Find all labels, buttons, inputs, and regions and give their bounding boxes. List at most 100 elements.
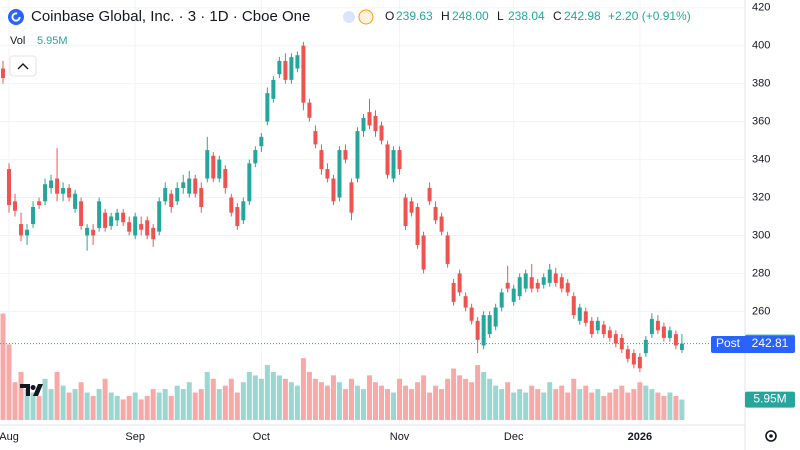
volume-bar bbox=[354, 385, 360, 420]
volume-bar bbox=[222, 385, 228, 420]
candle-body bbox=[223, 169, 228, 189]
axes: 260 280 300 320 340 360 380 400 420 Aug Sep Oct Nov D… bbox=[0, 2, 770, 443]
candle-body bbox=[13, 201, 18, 211]
candle-body bbox=[667, 330, 672, 338]
gear-center bbox=[769, 434, 773, 438]
candle-body bbox=[259, 136, 264, 147]
volume-bar bbox=[312, 378, 318, 420]
candle-body bbox=[55, 178, 60, 194]
candle-body bbox=[601, 324, 606, 335]
volume-bar bbox=[517, 389, 523, 420]
collapse-button[interactable] bbox=[9, 55, 37, 77]
candle-body bbox=[541, 277, 546, 285]
candle-body bbox=[325, 169, 330, 179]
ohlc-legend: O 239.63 H 248.00 L 238.04 C 242.98 +2.20 (+0.91… bbox=[385, 9, 691, 23]
volume-title: Vol bbox=[10, 35, 25, 47]
volume-bar bbox=[258, 378, 264, 420]
candle-body bbox=[271, 79, 276, 99]
candle-body bbox=[205, 150, 210, 179]
gear-icon[interactable] bbox=[765, 430, 777, 442]
volume-bar bbox=[36, 395, 42, 420]
candle-body bbox=[673, 334, 678, 346]
volume-bar bbox=[126, 395, 132, 420]
tv-logo bbox=[20, 384, 43, 396]
volume-bar bbox=[300, 358, 306, 420]
candle-body bbox=[25, 229, 30, 236]
candle-body bbox=[499, 292, 504, 308]
candle-body bbox=[157, 201, 162, 232]
candle-body bbox=[385, 144, 390, 175]
settings[interactable] bbox=[765, 430, 777, 442]
volume-bar bbox=[228, 378, 234, 420]
volume-bar bbox=[565, 392, 571, 420]
candle-body bbox=[535, 282, 540, 289]
volume-bar bbox=[348, 378, 354, 420]
x-tick-label: Aug bbox=[0, 431, 19, 443]
volume-bar bbox=[330, 375, 336, 420]
volume-bar bbox=[529, 385, 535, 420]
y-tick-label: 320 bbox=[752, 191, 770, 203]
candle-body bbox=[211, 155, 216, 179]
candle-body bbox=[415, 206, 420, 245]
flag-c[interactable] bbox=[343, 11, 355, 23]
candle-body bbox=[607, 330, 612, 338]
volume-bar bbox=[180, 389, 186, 420]
volume-bar bbox=[192, 392, 198, 420]
candle-body bbox=[493, 307, 498, 327]
volume-bar bbox=[240, 382, 246, 420]
candle-body bbox=[511, 288, 516, 302]
volume-bar bbox=[379, 385, 385, 420]
volume-bar bbox=[270, 371, 276, 420]
volume-bar bbox=[336, 382, 342, 420]
candles bbox=[1, 41, 684, 373]
volume-bar bbox=[499, 389, 505, 420]
volume-bar bbox=[451, 368, 457, 420]
volume-bar bbox=[216, 389, 222, 420]
volume-bar bbox=[667, 392, 673, 420]
volume-bar bbox=[66, 392, 72, 420]
candle-body bbox=[517, 277, 522, 297]
volume-bar bbox=[366, 375, 372, 420]
post-box bbox=[711, 335, 795, 353]
volume-bar bbox=[637, 382, 643, 420]
ohlc-key: H bbox=[441, 9, 450, 23]
volume-bar bbox=[60, 385, 66, 420]
candle-body bbox=[661, 326, 666, 338]
candle-body bbox=[475, 320, 480, 340]
candle-body bbox=[337, 150, 342, 198]
y-tick-label: 420 bbox=[752, 2, 770, 14]
volume-bar bbox=[619, 385, 625, 420]
candle-body bbox=[391, 150, 396, 179]
volume-bar bbox=[427, 392, 433, 420]
flag-d[interactable] bbox=[358, 9, 374, 25]
candle-body bbox=[355, 131, 360, 179]
collapse-icon bbox=[17, 63, 29, 70]
candle-body bbox=[565, 282, 570, 293]
candle-body bbox=[247, 163, 252, 202]
candle-body bbox=[679, 343, 684, 350]
volume-bar bbox=[613, 389, 619, 420]
candle-body bbox=[199, 188, 204, 207]
y-tick-label: 340 bbox=[752, 153, 770, 165]
volume-bar bbox=[18, 371, 24, 420]
volume-bar bbox=[96, 389, 102, 420]
volume-bar bbox=[553, 389, 559, 420]
volume-bar bbox=[162, 389, 168, 420]
candle-body bbox=[253, 150, 258, 164]
x-tick-label: 2026 bbox=[628, 431, 652, 443]
volume-bar bbox=[421, 375, 427, 420]
candle-body bbox=[409, 201, 414, 213]
symbol-title: Coinbase Global, Inc. · 3 · 1D · Cboe On… bbox=[31, 8, 310, 25]
candle-body bbox=[181, 182, 186, 189]
volume-bar bbox=[120, 399, 126, 420]
volume-bar bbox=[679, 399, 685, 420]
candle-body bbox=[1, 68, 6, 78]
candle-body bbox=[331, 178, 336, 202]
volume-bar bbox=[403, 385, 409, 420]
volume-axis-label: 5.95M bbox=[753, 392, 786, 406]
candle-body bbox=[49, 180, 54, 189]
candle-body bbox=[109, 216, 114, 226]
volume-bar bbox=[276, 375, 282, 420]
y-tick-label: 380 bbox=[752, 78, 770, 90]
volume-bar bbox=[252, 375, 258, 420]
